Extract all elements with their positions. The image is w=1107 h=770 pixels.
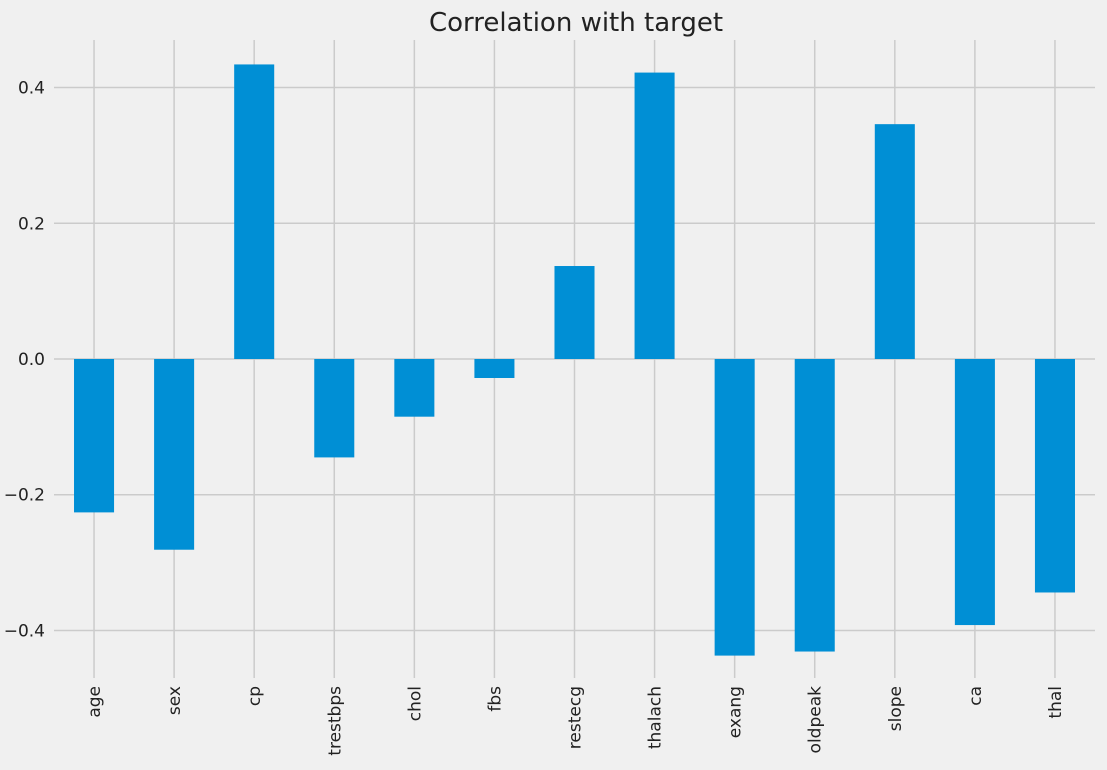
bar-oldpeak — [794, 359, 835, 652]
bar-thal — [1034, 359, 1075, 593]
x-tick-label: slope — [886, 686, 906, 731]
x-tick-label: cp — [245, 686, 265, 706]
bar-thalach — [634, 72, 675, 359]
x-tick-label: thal — [1046, 686, 1066, 719]
x-tick-label: oldpeak — [806, 686, 826, 754]
x-tick-label: trestbps — [325, 686, 345, 756]
x-tick-label: chol — [405, 686, 425, 721]
y-tick-label: 0.0 — [18, 350, 45, 370]
bar-cp — [234, 64, 275, 359]
bar-chol — [394, 359, 435, 417]
y-tick-label: −0.2 — [4, 486, 45, 506]
chart-title: Correlation with target — [429, 8, 723, 38]
bar-slope — [874, 124, 915, 359]
bar-ca — [954, 359, 995, 626]
y-tick-label: 0.4 — [18, 79, 45, 99]
bar-age — [74, 359, 115, 513]
bar-sex — [154, 359, 195, 550]
y-axis-ticks: −0.4 −0.2 0.0 0.2 0.4 — [4, 79, 45, 642]
x-tick-label: ca — [966, 686, 986, 706]
y-tick-label: −0.4 — [4, 621, 45, 641]
bar-exang — [714, 359, 755, 656]
bar-restecg — [554, 266, 595, 359]
x-tick-label: thalach — [646, 686, 666, 749]
x-tick-label: restecg — [566, 686, 586, 749]
x-axis-ticks: age sex cp trestbps chol fbs restecg thalach exa… — [85, 686, 1066, 756]
bar-fbs — [474, 359, 515, 379]
bar-trestbps — [314, 359, 355, 458]
bars-layer — [74, 64, 1075, 656]
x-tick-label: sex — [165, 686, 185, 715]
x-tick-label: fbs — [485, 686, 505, 712]
y-tick-label: 0.2 — [18, 214, 45, 234]
x-tick-label: exang — [726, 686, 746, 738]
x-tick-label: age — [85, 686, 105, 718]
